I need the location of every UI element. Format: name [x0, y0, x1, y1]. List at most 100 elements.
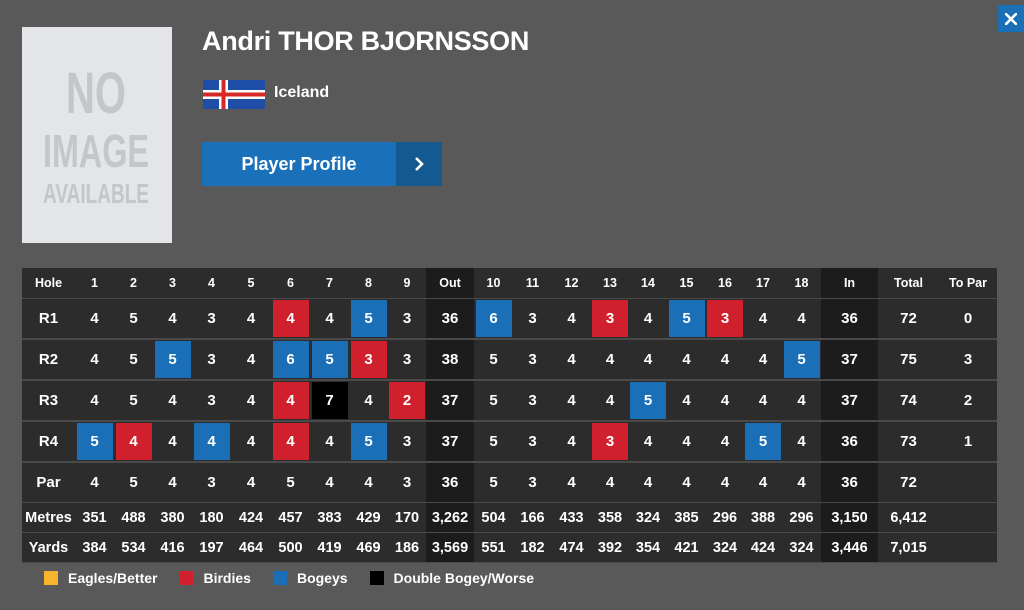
yards-value: 419 [310, 533, 349, 563]
header-hole-1: 1 [75, 268, 114, 298]
hole-score: 4 [552, 421, 591, 462]
yards-value: 416 [153, 533, 192, 563]
score-value: 5 [489, 392, 498, 409]
yards-value: 534 [114, 533, 153, 563]
score-value: 3 [350, 341, 387, 378]
metres-value: 351 [75, 503, 114, 533]
hole-score: 4 [310, 421, 349, 462]
par-value: 5 [474, 462, 513, 503]
par-value: 5 [271, 462, 310, 503]
score-value: 5 [783, 341, 820, 378]
score-value: 4 [758, 310, 768, 327]
header-hole-18: 18 [782, 268, 821, 298]
round-out: 38 [426, 339, 474, 380]
header-hole-8: 8 [349, 268, 388, 298]
par-value: 4 [231, 462, 271, 503]
hole-score: 6 [474, 298, 513, 339]
round-row-r1: R1 4 5 4 3 4 4 4 5 3 36 6 3 4 3 4 5 3 4 4 36 72 0 [22, 298, 997, 339]
yards-in: 3,446 [821, 533, 878, 563]
metres-value: 385 [667, 503, 706, 533]
score-value: 7 [311, 382, 348, 419]
score-value: 4 [567, 351, 576, 368]
hole-score: 4 [75, 339, 114, 380]
hole-score: 4 [271, 380, 310, 421]
metres-value: 457 [271, 503, 310, 533]
score-value: 5 [311, 341, 348, 378]
round-to-par: 2 [939, 380, 997, 421]
hole-score: 5 [75, 421, 114, 462]
hole-score: 3 [388, 339, 426, 380]
iceland-flag-icon [203, 80, 265, 109]
score-value: 3 [528, 392, 537, 409]
player-profile-label: Player Profile [202, 142, 396, 186]
yards-value: 384 [75, 533, 114, 563]
hole-score: 5 [744, 421, 782, 462]
hole-score: 4 [744, 339, 782, 380]
score-value: 4 [643, 310, 653, 327]
score-value: 5 [489, 351, 498, 368]
round-total: 74 [878, 380, 939, 421]
header-hole-6: 6 [271, 268, 310, 298]
header-hole-5: 5 [231, 268, 271, 298]
legend-swatch [272, 571, 287, 585]
par-value: 4 [667, 462, 706, 503]
score-value: 4 [325, 433, 334, 450]
score-value: 4 [567, 310, 576, 327]
hole-score: 5 [629, 380, 667, 421]
hole-score: 4 [667, 421, 706, 462]
header-hole: Hole [22, 268, 75, 298]
score-value: 4 [246, 433, 256, 450]
hole-score: 3 [513, 339, 552, 380]
header-hole-14: 14 [629, 268, 667, 298]
legend-label: Eagles/Better [68, 570, 158, 586]
hole-score: 5 [782, 339, 821, 380]
round-label: R2 [22, 339, 75, 380]
score-value: 5 [154, 341, 191, 378]
score-value: 5 [668, 300, 705, 337]
header-out: Out [426, 268, 474, 298]
par-value: 4 [706, 462, 744, 503]
round-in: 36 [821, 421, 878, 462]
metres-out: 3,262 [426, 503, 474, 533]
hole-score: 4 [782, 298, 821, 339]
par-value: 3 [192, 462, 231, 503]
player-photo-placeholder: NO IMAGE AVAILABLE [22, 27, 172, 243]
score-value: 4 [115, 423, 152, 460]
legend-swatch [179, 571, 194, 585]
round-row-r2: R2 4 5 5 3 4 6 5 3 3 38 5 3 4 4 4 4 4 4 5 37 75 3 [22, 339, 997, 380]
hole-score: 4 [591, 339, 629, 380]
score-value: 3 [402, 433, 412, 450]
hole-score: 4 [552, 380, 591, 421]
hole-score: 4 [706, 339, 744, 380]
round-label: R1 [22, 298, 75, 339]
yards-out: 3,569 [426, 533, 474, 563]
hole-score: 4 [667, 339, 706, 380]
round-to-par: 1 [939, 421, 997, 462]
hole-score: 4 [153, 380, 192, 421]
hole-score: 4 [629, 298, 667, 339]
score-value: 3 [528, 433, 537, 450]
par-in: 36 [821, 462, 878, 503]
legend-label: Bogeys [296, 570, 348, 586]
hole-score: 3 [513, 421, 552, 462]
yards-row: Yards 384 534 416 197 464 500 419 469 186 3,569 551… [22, 533, 997, 563]
player-profile-button[interactable]: Player Profile [202, 142, 442, 186]
legend-swatch [369, 571, 384, 585]
hole-score: 4 [271, 298, 310, 339]
chevron-right-icon [396, 142, 442, 186]
legend-label: Double Bogey/Worse [393, 570, 535, 586]
round-row-r4: R4 5 4 4 4 4 4 4 5 3 37 5 3 4 3 4 4 4 5 4 36 73 1 [22, 421, 997, 462]
close-button[interactable] [998, 5, 1024, 32]
score-value: 6 [272, 341, 309, 378]
no-image-line-2: IMAGE [43, 125, 149, 177]
score-value: 3 [402, 351, 412, 368]
hole-score: 7 [310, 380, 349, 421]
round-in: 37 [821, 339, 878, 380]
score-value: 4 [605, 351, 615, 368]
no-image-line-1: NO [66, 61, 126, 126]
hole-score: 5 [474, 421, 513, 462]
score-value: 3 [528, 310, 537, 327]
yards-total: 7,015 [878, 533, 939, 563]
score-value: 4 [720, 433, 730, 450]
score-value: 4 [272, 300, 309, 337]
